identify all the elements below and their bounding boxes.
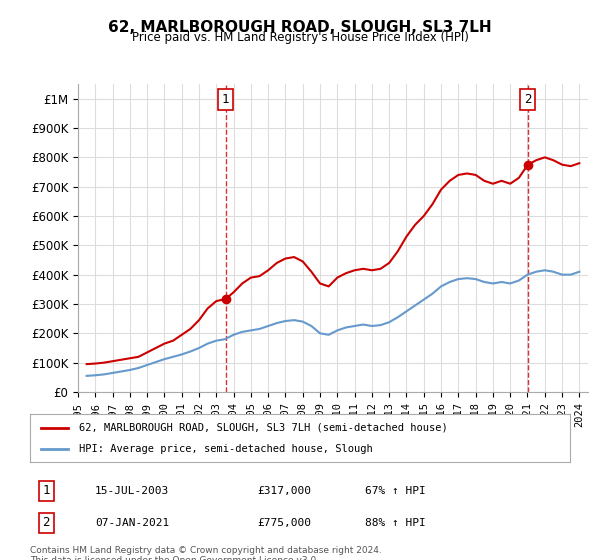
Text: £317,000: £317,000 bbox=[257, 486, 311, 496]
Text: 1: 1 bbox=[222, 93, 229, 106]
Text: 67% ↑ HPI: 67% ↑ HPI bbox=[365, 486, 425, 496]
Text: 07-JAN-2021: 07-JAN-2021 bbox=[95, 518, 169, 528]
Text: 1: 1 bbox=[43, 484, 50, 497]
Text: 62, MARLBOROUGH ROAD, SLOUGH, SL3 7LH: 62, MARLBOROUGH ROAD, SLOUGH, SL3 7LH bbox=[108, 20, 492, 35]
Text: £775,000: £775,000 bbox=[257, 518, 311, 528]
Text: 2: 2 bbox=[524, 93, 532, 106]
Text: 2: 2 bbox=[43, 516, 50, 529]
Text: 88% ↑ HPI: 88% ↑ HPI bbox=[365, 518, 425, 528]
Text: HPI: Average price, semi-detached house, Slough: HPI: Average price, semi-detached house,… bbox=[79, 444, 373, 454]
Text: Contains HM Land Registry data © Crown copyright and database right 2024.
This d: Contains HM Land Registry data © Crown c… bbox=[30, 546, 382, 560]
Text: Price paid vs. HM Land Registry's House Price Index (HPI): Price paid vs. HM Land Registry's House … bbox=[131, 31, 469, 44]
Text: 62, MARLBOROUGH ROAD, SLOUGH, SL3 7LH (semi-detached house): 62, MARLBOROUGH ROAD, SLOUGH, SL3 7LH (s… bbox=[79, 423, 448, 433]
Text: 15-JUL-2003: 15-JUL-2003 bbox=[95, 486, 169, 496]
